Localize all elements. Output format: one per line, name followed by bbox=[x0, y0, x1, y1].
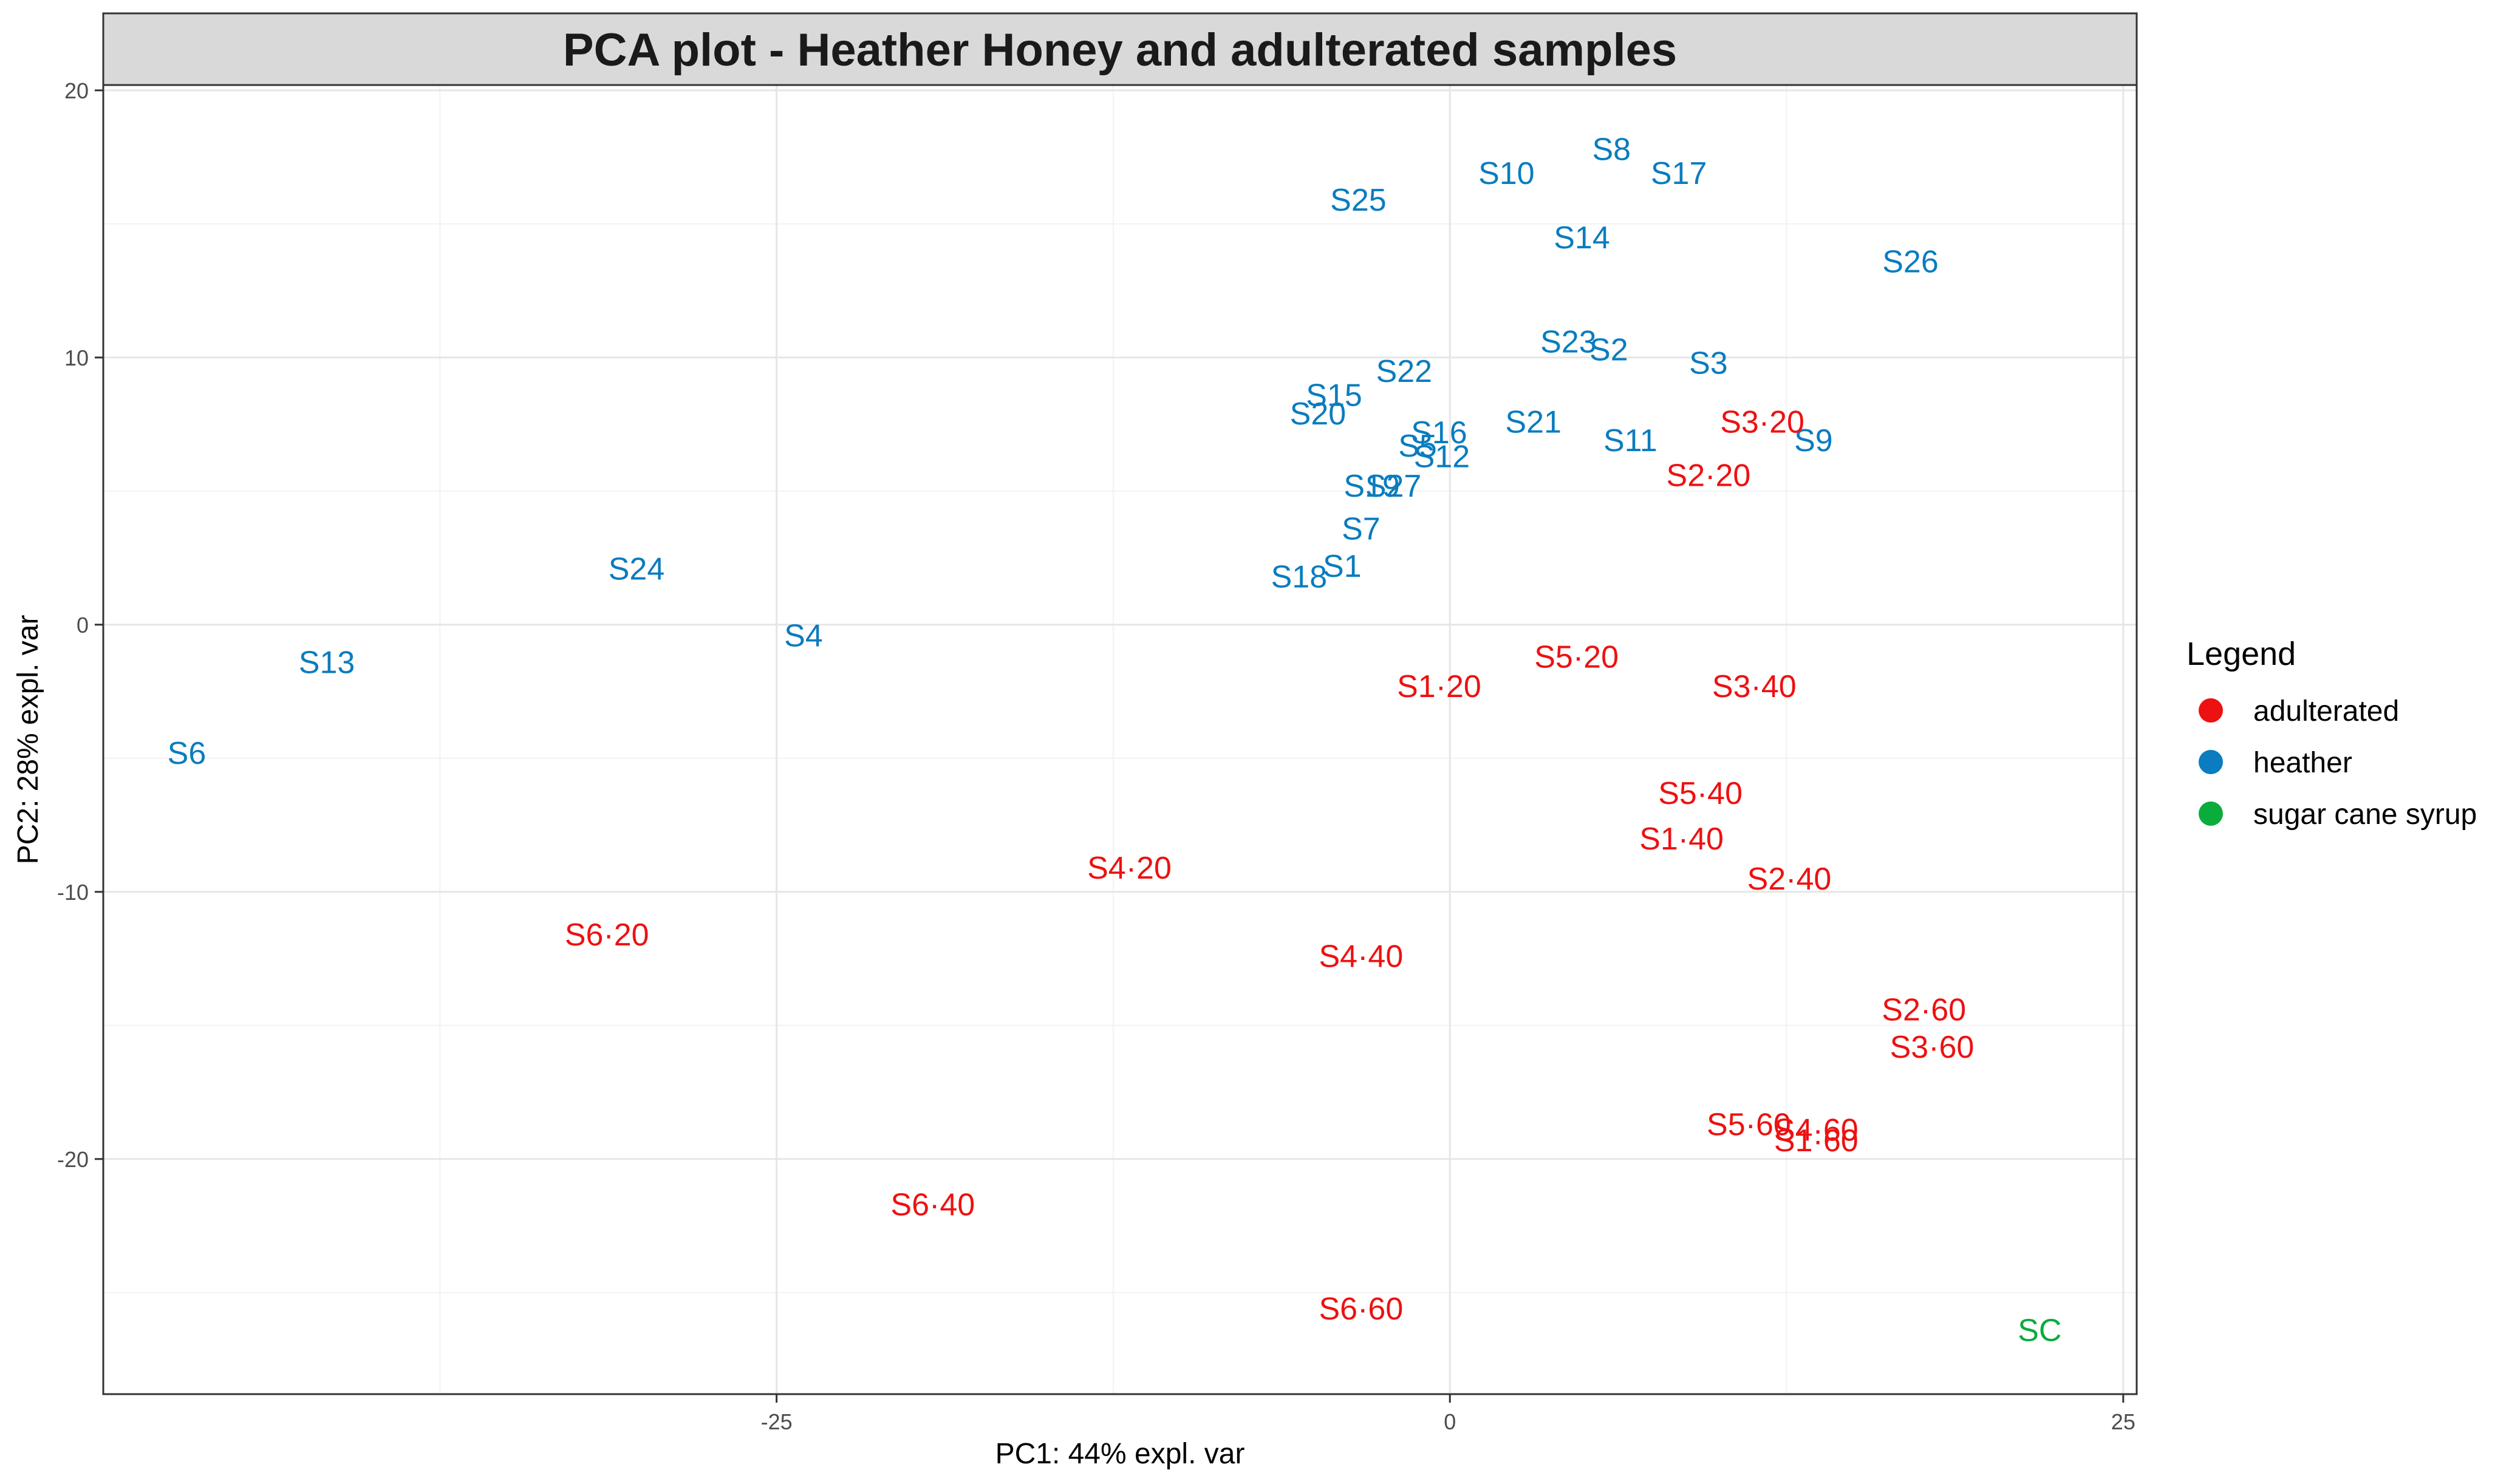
legend-key-heather bbox=[2199, 750, 2223, 774]
legend: Legend adulterated heather sugar cane sy… bbox=[2186, 636, 2477, 831]
point-label-s16: S16 bbox=[1411, 415, 1467, 451]
legend-key-adulterated bbox=[2199, 698, 2223, 723]
legend-title: Legend bbox=[2186, 636, 2296, 672]
point-label-s21: S21 bbox=[1505, 404, 1562, 440]
legend-label-sugar-cane-syrup: sugar cane syrup bbox=[2253, 798, 2477, 831]
point-label-s6-60: S6·60 bbox=[1319, 1292, 1403, 1327]
point-label-s10: S10 bbox=[1478, 156, 1535, 191]
point-label-s27: S27 bbox=[1365, 469, 1422, 504]
point-label-s12: S12 bbox=[1414, 440, 1470, 475]
legend-item-heather: heather bbox=[2199, 747, 2352, 779]
point-label-s24: S24 bbox=[609, 551, 665, 587]
point-label-s3-40: S3·40 bbox=[1712, 669, 1797, 704]
point-label-s1: S1 bbox=[1323, 549, 1362, 584]
legend-item-sugar-cane-syrup: sugar cane syrup bbox=[2199, 798, 2477, 831]
point-label-s2-20: S2·20 bbox=[1667, 458, 1751, 493]
point-label-s18: S18 bbox=[1271, 560, 1328, 595]
point-label-s5-60: S5·60 bbox=[1707, 1108, 1791, 1143]
x-tick-label: 25 bbox=[2111, 1409, 2135, 1434]
legend-label-adulterated: adulterated bbox=[2253, 695, 2399, 727]
point-label-s2: S2 bbox=[1589, 333, 1628, 368]
point-label-s5-40: S5·40 bbox=[1658, 776, 1743, 811]
point-label-s23: S23 bbox=[1540, 324, 1597, 359]
plot-panel bbox=[103, 85, 2137, 1394]
point-label-sc: SC bbox=[2018, 1313, 2061, 1348]
point-label-s4: S4 bbox=[784, 618, 823, 653]
legend-key-sugar-cane-syrup bbox=[2199, 802, 2223, 826]
legend-label-heather: heather bbox=[2253, 747, 2352, 779]
point-label-s25: S25 bbox=[1330, 183, 1387, 218]
point-label-s4-40: S4·40 bbox=[1319, 939, 1403, 974]
x-axis-title: PC1: 44% expl. var bbox=[995, 1438, 1245, 1470]
title-strip bbox=[102, 12, 2138, 86]
point-label-s4-60: S4·60 bbox=[1774, 1112, 1859, 1148]
point-label-s6-40: S6·40 bbox=[890, 1188, 975, 1223]
point-label-s22: S22 bbox=[1376, 354, 1433, 389]
point-label-s1-20: S1·20 bbox=[1397, 669, 1481, 704]
point-label-s8: S8 bbox=[1592, 132, 1631, 168]
point-label-s2-40: S2·40 bbox=[1747, 862, 1832, 897]
point-label-s13: S13 bbox=[299, 645, 355, 680]
y-tick-label: 20 bbox=[64, 78, 89, 103]
plot-border bbox=[102, 84, 2138, 1395]
y-tick-label: -20 bbox=[57, 1147, 89, 1172]
x-tick-label: -25 bbox=[761, 1409, 793, 1434]
point-label-s11: S11 bbox=[1603, 423, 1657, 458]
point-label-s9: S9 bbox=[1794, 423, 1833, 458]
point-label-s1-60: S1·60 bbox=[1774, 1123, 1859, 1159]
point-label-s6-20: S6·20 bbox=[565, 917, 649, 953]
chart-title: PCA plot - Heather Honey and adulterated… bbox=[563, 24, 1677, 76]
y-tick-label: 0 bbox=[77, 613, 89, 638]
legend-item-adulterated: adulterated bbox=[2199, 695, 2399, 727]
point-label-s3-60: S3·60 bbox=[1890, 1030, 1975, 1065]
point-label-s14: S14 bbox=[1554, 220, 1610, 256]
point-label-s3: S3 bbox=[1689, 346, 1728, 381]
point-label-s7: S7 bbox=[1342, 511, 1381, 546]
point-label-s5-20: S5·20 bbox=[1534, 640, 1619, 675]
grid-lines bbox=[103, 85, 2137, 1394]
x-tick-label: 0 bbox=[1444, 1409, 1456, 1434]
y-tick-label: 10 bbox=[64, 345, 89, 370]
y-axis-title: PC2: 28% expl. var bbox=[12, 615, 44, 865]
point-label-s4-20: S4·20 bbox=[1087, 851, 1172, 886]
point-label-s6: S6 bbox=[168, 736, 207, 771]
point-label-s19: S19 bbox=[1343, 469, 1400, 504]
point-label-s2-60: S2·60 bbox=[1882, 992, 1966, 1027]
point-label-s5: S5 bbox=[1398, 429, 1437, 464]
axis-ticks: -25 0 25 -20 -10 0 10 20 bbox=[57, 78, 2135, 1434]
point-label-s20: S20 bbox=[1290, 397, 1347, 432]
point-label-s1-40: S1·40 bbox=[1639, 822, 1724, 857]
point-label-s26: S26 bbox=[1882, 244, 1939, 279]
point-label-s3-20: S3·20 bbox=[1720, 404, 1804, 440]
y-tick-label: -10 bbox=[57, 880, 89, 905]
point-label-s15: S15 bbox=[1306, 378, 1362, 413]
point-label-s17: S17 bbox=[1651, 156, 1707, 191]
